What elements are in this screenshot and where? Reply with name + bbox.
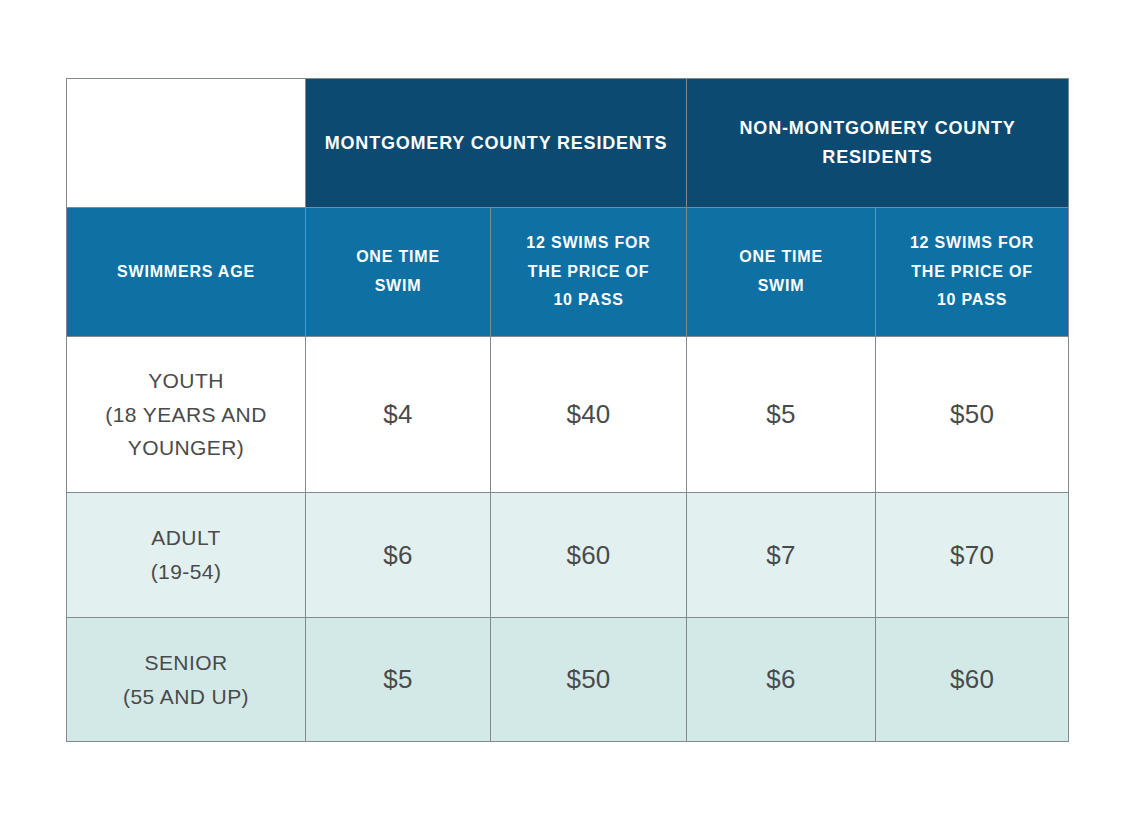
column-header-mc-one-time-swim: ONE TIME SWIM [306,208,491,337]
price-youth-mc-one-time: $4 [306,337,491,493]
price-senior-mc-one-time: $5 [306,618,491,742]
price-senior-mc-pass: $50 [491,618,687,742]
price-adult-nonmc-one-time: $7 [687,493,876,618]
group-header-montgomery: MONTGOMERY COUNTY RESIDENTS [306,79,687,208]
row-label-senior: SENIOR (55 AND UP) [67,618,306,742]
price-adult-nonmc-pass: $70 [876,493,1069,618]
price-senior-nonmc-one-time: $6 [687,618,876,742]
column-header-nonmc-12-swims-pass: 12 SWIMS FOR THE PRICE OF 10 PASS [876,208,1069,337]
price-senior-nonmc-pass: $60 [876,618,1069,742]
table-row-senior: SENIOR (55 AND UP) $5 $50 $6 $60 [67,618,1069,742]
column-header-nonmc-one-time-swim: ONE TIME SWIM [687,208,876,337]
price-youth-nonmc-one-time: $5 [687,337,876,493]
table-row-youth: YOUTH (18 YEARS AND YOUNGER) $4 $40 $5 $… [67,337,1069,493]
table-row-adult: ADULT (19-54) $6 $60 $7 $70 [67,493,1069,618]
price-adult-mc-one-time: $6 [306,493,491,618]
row-label-adult: ADULT (19-54) [67,493,306,618]
group-header-row: MONTGOMERY COUNTY RESIDENTS NON-MONTGOME… [67,79,1069,208]
column-header-swimmers-age: SWIMMERS AGE [67,208,306,337]
price-youth-mc-pass: $40 [491,337,687,493]
column-header-row: SWIMMERS AGE ONE TIME SWIM 12 SWIMS FOR … [67,208,1069,337]
price-adult-mc-pass: $60 [491,493,687,618]
swim-pricing-table: MONTGOMERY COUNTY RESIDENTS NON-MONTGOME… [66,78,1069,742]
group-header-non-montgomery: NON-MONTGOMERY COUNTY RESIDENTS [687,79,1069,208]
column-header-mc-12-swims-pass: 12 SWIMS FOR THE PRICE OF 10 PASS [491,208,687,337]
page: MONTGOMERY COUNTY RESIDENTS NON-MONTGOME… [0,0,1134,823]
row-label-youth: YOUTH (18 YEARS AND YOUNGER) [67,337,306,493]
price-youth-nonmc-pass: $50 [876,337,1069,493]
table-top-left-spacer [67,79,306,208]
